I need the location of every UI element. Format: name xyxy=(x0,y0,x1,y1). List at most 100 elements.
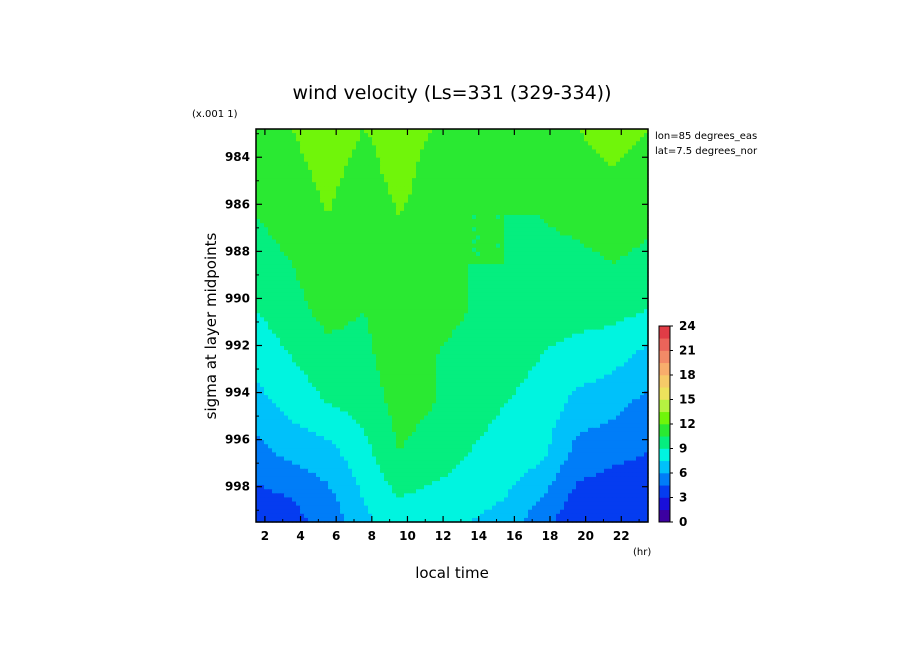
heatmap-cell xyxy=(600,161,605,167)
heatmap-cell xyxy=(368,321,373,327)
heatmap-cell xyxy=(440,206,445,212)
heatmap-cell xyxy=(348,137,353,142)
heatmap-cell xyxy=(344,288,349,294)
heatmap-cell xyxy=(344,296,349,302)
heatmap-cell xyxy=(340,284,345,290)
heatmap-cell xyxy=(496,260,501,265)
heatmap-cell xyxy=(548,300,553,306)
heatmap-cell xyxy=(456,223,461,228)
heatmap-cell xyxy=(388,255,393,261)
heatmap-cell xyxy=(448,309,453,314)
heatmap-cell xyxy=(276,329,281,335)
heatmap-cell xyxy=(356,153,361,159)
heatmap-cell xyxy=(600,255,605,261)
heatmap-cell xyxy=(488,137,493,142)
heatmap-cell xyxy=(576,133,581,138)
heatmap-cell xyxy=(520,141,525,146)
heatmap-cell xyxy=(416,153,421,159)
heatmap-cell xyxy=(628,276,633,282)
heatmap-cell xyxy=(352,317,357,322)
heatmap-cell xyxy=(380,219,385,224)
heatmap-cell xyxy=(432,325,437,331)
heatmap-cell xyxy=(540,227,545,232)
heatmap-cell xyxy=(360,313,365,318)
heatmap-cell xyxy=(324,268,329,273)
heatmap-cell xyxy=(368,194,373,200)
heatmap-cell xyxy=(396,276,401,282)
heatmap-cell xyxy=(376,313,381,318)
heatmap-cell xyxy=(452,157,457,163)
heatmap-cell xyxy=(492,133,497,138)
heatmap-cell xyxy=(412,137,417,142)
heatmap-cell xyxy=(512,145,517,151)
heatmap-cell xyxy=(316,300,321,306)
heatmap-cell xyxy=(324,260,329,265)
heatmap-cell xyxy=(532,305,537,310)
heatmap-cell xyxy=(468,129,473,134)
heatmap-cell xyxy=(332,268,337,273)
heatmap-cell xyxy=(508,214,513,220)
heatmap-cell xyxy=(568,133,573,138)
heatmap-cell xyxy=(432,329,437,335)
heatmap-cell xyxy=(256,219,261,224)
heatmap-cell xyxy=(412,174,417,179)
heatmap-cell xyxy=(456,280,461,286)
heatmap-cell xyxy=(288,227,293,232)
heatmap-cell xyxy=(392,202,397,208)
heatmap-cell xyxy=(336,178,341,183)
heatmap-cell xyxy=(344,194,349,200)
heatmap-cell xyxy=(644,223,649,228)
heatmap-cell xyxy=(564,129,569,134)
heatmap-cell xyxy=(292,280,297,286)
heatmap-cell xyxy=(528,190,533,196)
heatmap-cell xyxy=(432,165,437,171)
heatmap-cell xyxy=(424,292,429,298)
heatmap-cell xyxy=(464,182,469,187)
heatmap-cell xyxy=(560,223,565,228)
heatmap-cell xyxy=(492,268,497,273)
heatmap-cell xyxy=(584,276,589,282)
heatmap-cell xyxy=(540,153,545,159)
heatmap-cell xyxy=(364,137,369,142)
heatmap-cell xyxy=(444,264,449,269)
heatmap-cell xyxy=(516,157,521,163)
heatmap-cell xyxy=(480,206,485,212)
heatmap-cell xyxy=(416,268,421,273)
heatmap-cell xyxy=(288,137,293,142)
heatmap-cell xyxy=(464,243,469,249)
heatmap-cell xyxy=(440,219,445,224)
heatmap-cell xyxy=(296,174,301,179)
heatmap-cell xyxy=(500,288,505,294)
heatmap-cell xyxy=(376,288,381,294)
heatmap-cell xyxy=(560,309,565,314)
heatmap-cell xyxy=(296,284,301,290)
heatmap-cell xyxy=(372,223,377,228)
heatmap-cell xyxy=(604,239,609,245)
heatmap-cell xyxy=(388,280,393,286)
heatmap-cell xyxy=(412,141,417,146)
heatmap-cell xyxy=(556,149,561,155)
heatmap-cell xyxy=(564,149,569,155)
heatmap-cell xyxy=(340,210,345,216)
heatmap-cell xyxy=(508,206,513,212)
heatmap-cell xyxy=(508,174,513,179)
heatmap-cell xyxy=(260,186,265,191)
heatmap-cell xyxy=(352,235,357,241)
heatmap-cell xyxy=(564,260,569,265)
heatmap-cell xyxy=(540,141,545,146)
heatmap-cell xyxy=(364,251,369,257)
heatmap-cell xyxy=(512,235,517,241)
heatmap-cell xyxy=(428,268,433,273)
heatmap-cell xyxy=(480,165,485,171)
heatmap-cell xyxy=(544,186,549,191)
heatmap-cell xyxy=(596,182,601,187)
heatmap-cell xyxy=(600,321,605,327)
heatmap-cell xyxy=(528,133,533,138)
heatmap-cell xyxy=(428,141,433,146)
heatmap-cell xyxy=(400,292,405,298)
heatmap-cell xyxy=(472,186,477,191)
heatmap-cell xyxy=(272,169,277,175)
heatmap-cell xyxy=(376,305,381,310)
heatmap-cell xyxy=(592,284,597,290)
heatmap-cell xyxy=(272,235,277,241)
